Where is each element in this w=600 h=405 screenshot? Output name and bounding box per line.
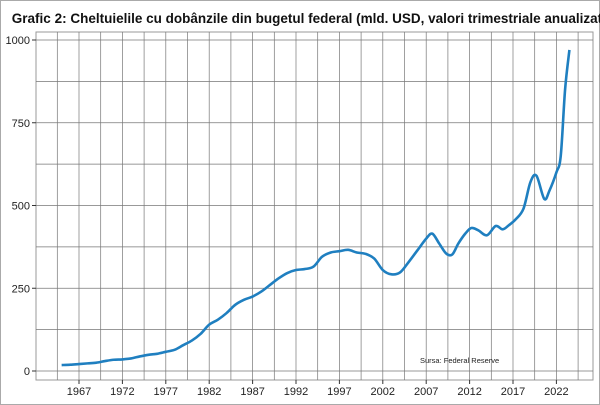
x-axis: 1967 1972 1977 1982 1987 1992 1997 2002 2007 2012… bbox=[67, 380, 569, 398]
y-tick-label: 500 bbox=[12, 201, 30, 213]
x-tick-label: 1967 bbox=[67, 386, 91, 398]
x-tick-label: 2012 bbox=[457, 386, 481, 398]
y-axis: 0 250 500 750 1000 bbox=[6, 35, 36, 378]
chart-title: Grafic 2: Cheltuielile cu dobânzile din … bbox=[12, 11, 600, 26]
x-tick-label: 1992 bbox=[284, 386, 308, 398]
x-tick-label: 1977 bbox=[154, 386, 178, 398]
grid bbox=[35, 31, 594, 381]
series bbox=[61, 49, 571, 367]
y-tick-label: 750 bbox=[12, 118, 30, 130]
plot-area bbox=[35, 31, 594, 381]
y-tick-label: 1000 bbox=[6, 35, 30, 47]
x-tick-label: 2002 bbox=[371, 386, 395, 398]
x-tick-label: 2022 bbox=[544, 386, 568, 398]
source-note: Sursa: Federal Reserve bbox=[420, 356, 499, 365]
x-tick-label: 1987 bbox=[240, 386, 264, 398]
series-line bbox=[61, 49, 571, 367]
x-tick-label: 1982 bbox=[197, 386, 221, 398]
y-tick-label: 0 bbox=[24, 366, 30, 378]
x-tick-label: 1972 bbox=[110, 386, 134, 398]
x-tick-label: 2007 bbox=[414, 386, 438, 398]
x-tick-label: 1997 bbox=[327, 386, 351, 398]
x-tick-label: 2017 bbox=[501, 386, 525, 398]
y-tick-label: 250 bbox=[12, 283, 30, 295]
